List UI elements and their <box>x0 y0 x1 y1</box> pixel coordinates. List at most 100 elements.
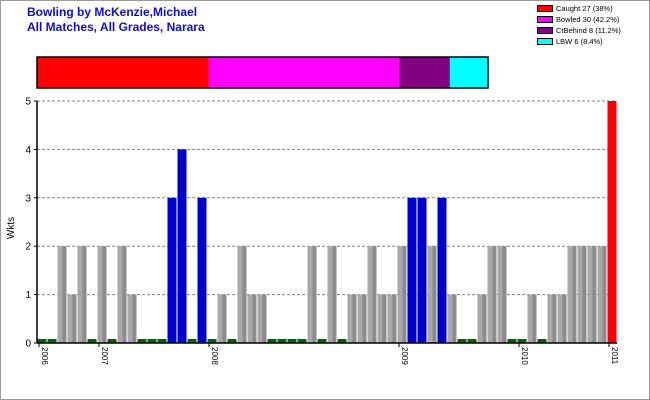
bar-10 <box>137 339 147 343</box>
legend: Caught 27 (38%) Bowled 30 (42.2%) CtBehi… <box>537 3 621 47</box>
bar-shade-33 <box>372 246 377 343</box>
bar-38 <box>417 197 427 343</box>
bar-shade-35 <box>392 294 397 343</box>
bar-51 <box>547 294 557 343</box>
bar-39 <box>427 246 437 343</box>
y-tick-label-3: 3 <box>25 193 31 204</box>
legend-label-lbw: LBW 6 (8.4%) <box>556 37 603 46</box>
bar-56 <box>597 246 607 343</box>
chart-title: Bowling by McKenzie,Michael <box>27 5 198 19</box>
legend-item-ctbehind: CtBehind 8 (11.2%) <box>537 25 621 36</box>
bar-shade-32 <box>362 294 367 343</box>
legend-item-lbw: LBW 6 (8.4%) <box>537 36 621 47</box>
bar-32 <box>357 294 367 343</box>
bar-shade-27 <box>312 246 317 343</box>
bar-16 <box>197 197 207 343</box>
bar-47 <box>507 339 517 343</box>
bar-43 <box>467 339 477 343</box>
bar-26 <box>297 339 307 343</box>
bar-shade-3 <box>72 294 77 343</box>
bar-shade-29 <box>332 246 337 343</box>
bar-48 <box>517 339 527 343</box>
bar-9 <box>127 294 137 343</box>
bar-shade-22 <box>262 294 267 343</box>
axes <box>36 101 617 344</box>
y-tick-label-5: 5 <box>25 97 31 108</box>
bar-42 <box>457 339 467 343</box>
bar-30 <box>337 339 347 343</box>
bar-1 <box>47 339 57 343</box>
bar-53 <box>567 246 577 343</box>
bar-8 <box>117 246 127 343</box>
y-tick-label-2: 2 <box>25 242 31 253</box>
bar-shade-6 <box>102 246 107 343</box>
bar-33 <box>367 246 377 343</box>
bar-shade-41 <box>452 294 457 343</box>
bar-50 <box>537 339 547 343</box>
bar-shade-45 <box>492 246 497 343</box>
bar-35 <box>387 294 397 343</box>
legend-label-caught: Caught 27 (38%) <box>556 4 613 13</box>
legend-swatch-lbw <box>537 38 553 45</box>
bar-55 <box>587 246 597 343</box>
legend-item-bowled: Bowled 30 (42.2%) <box>537 14 621 25</box>
bar-6 <box>97 246 107 343</box>
bar-shade-53 <box>572 246 577 343</box>
x-tick-label-2011: 2011 <box>610 347 619 365</box>
legend-swatch-bowled <box>537 16 553 23</box>
bar-22 <box>257 294 267 343</box>
bar-52 <box>557 294 567 343</box>
x-tick-labels: 2006 2007 2008 2009 2010 2011 <box>38 343 619 365</box>
bar-shade-8 <box>122 246 127 343</box>
bar-36 <box>397 246 407 343</box>
y-axis-label: Wkts <box>6 217 17 239</box>
bar-24 <box>277 339 287 343</box>
bar-13 <box>167 197 177 343</box>
bar-shade-44 <box>482 294 487 343</box>
bar-shade-36 <box>402 246 407 343</box>
bar-37 <box>407 197 417 343</box>
bar-40 <box>437 197 447 343</box>
bar-41 <box>447 294 457 343</box>
bar-29 <box>327 246 337 343</box>
bar-54 <box>577 246 587 343</box>
x-tick-label-2007: 2007 <box>100 347 109 365</box>
x-tick-label-2006: 2006 <box>40 347 49 365</box>
bar-shade-4 <box>82 246 87 343</box>
bar-shade-56 <box>602 246 607 343</box>
bar-15 <box>187 339 197 343</box>
bar-shade-21 <box>252 294 257 343</box>
stack-segment-bowled <box>208 57 400 88</box>
x-tick-label-2010: 2010 <box>520 347 529 365</box>
bar-shade-34 <box>382 294 387 343</box>
bar-18 <box>217 294 227 343</box>
bar-shade-55 <box>592 246 597 343</box>
bar-57 <box>607 101 617 343</box>
dismissal-stacked-bar <box>36 56 489 89</box>
stack-outline <box>36 56 489 89</box>
bar-23 <box>267 339 277 343</box>
y-tick-label-4: 4 <box>25 145 31 156</box>
bar-4 <box>77 246 87 343</box>
bar-shade-39 <box>432 246 437 343</box>
bar-5 <box>87 339 97 343</box>
x-tick-label-2008: 2008 <box>210 347 219 365</box>
bar-17 <box>207 339 217 343</box>
bar-34 <box>377 294 387 343</box>
legend-item-caught: Caught 27 (38%) <box>537 3 621 14</box>
chart-subtitle: All Matches, All Grades, Narara <box>27 20 205 34</box>
y-tick-labels: 0 1 2 3 4 5 <box>25 97 37 350</box>
bar-shade-52 <box>562 294 567 343</box>
bar-21 <box>247 294 257 343</box>
legend-swatch-ctbehind <box>537 27 553 34</box>
bar-shade-9 <box>132 294 137 343</box>
bar-19 <box>227 339 237 343</box>
bar-shade-2 <box>62 246 67 343</box>
bar-20 <box>237 246 247 343</box>
stack-segment-caught <box>37 57 209 88</box>
bar-7 <box>107 339 117 343</box>
bar-28 <box>317 339 327 343</box>
bar-shade-46 <box>502 246 507 343</box>
bar-27 <box>307 246 317 343</box>
